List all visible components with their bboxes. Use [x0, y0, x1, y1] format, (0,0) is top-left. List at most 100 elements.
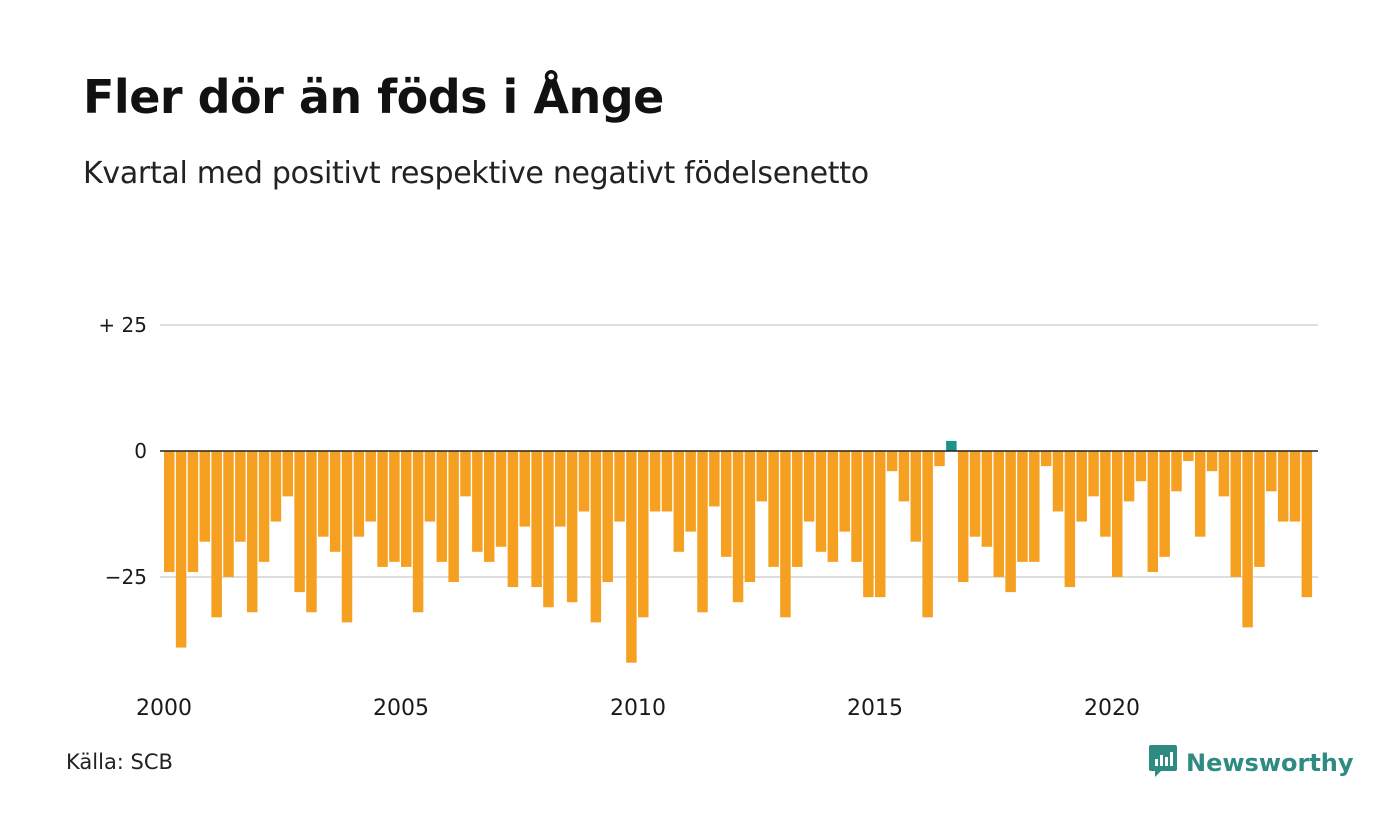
bar — [614, 451, 625, 522]
bar — [341, 451, 353, 623]
bar — [1017, 451, 1028, 562]
bar — [555, 451, 566, 527]
bar — [1029, 451, 1040, 562]
bar — [1266, 451, 1277, 492]
bar — [1076, 451, 1087, 522]
bar — [910, 451, 922, 542]
bar — [448, 451, 459, 583]
bar — [969, 451, 981, 537]
bar — [709, 451, 720, 507]
bar — [1230, 451, 1241, 577]
bar — [1135, 451, 1147, 482]
chart-title: Fler dör än föds i Ånge — [83, 70, 664, 124]
bar — [1194, 451, 1206, 537]
bar — [306, 451, 317, 613]
bar — [270, 451, 282, 522]
newsworthy-logo-icon — [1148, 744, 1178, 782]
bar — [483, 451, 495, 562]
bar — [922, 451, 933, 618]
bar — [685, 451, 696, 532]
bar — [1040, 451, 1052, 467]
bar — [1052, 451, 1064, 512]
x-tick-label: 2010 — [610, 696, 666, 721]
bar — [365, 451, 376, 522]
bar — [732, 451, 744, 603]
bar — [803, 451, 815, 522]
bar — [638, 451, 649, 618]
bar — [1277, 451, 1289, 522]
bar — [1112, 451, 1123, 577]
bar — [164, 451, 175, 572]
bar — [519, 451, 530, 527]
bar — [377, 451, 388, 567]
bar — [199, 451, 211, 542]
bar — [898, 451, 910, 502]
bar — [566, 451, 578, 603]
bar — [839, 451, 850, 532]
bar — [744, 451, 756, 583]
bar — [1206, 451, 1218, 472]
bar — [1171, 451, 1182, 492]
brand-name: Newsworthy — [1186, 749, 1354, 777]
x-tick-label: 2000 — [136, 696, 192, 721]
bar — [436, 451, 448, 562]
y-tick-label: + 25 — [98, 313, 147, 337]
bar — [1005, 451, 1016, 593]
bar — [1123, 451, 1135, 502]
bar — [235, 451, 246, 542]
bar — [697, 451, 708, 613]
bar — [780, 451, 791, 618]
chart-subtitle: Kvartal med positivt respektive negativt… — [83, 156, 869, 191]
bar — [495, 451, 507, 547]
bar — [661, 451, 673, 512]
bar — [389, 451, 400, 562]
bar — [223, 451, 234, 577]
bar — [578, 451, 590, 512]
bar — [1289, 451, 1301, 522]
bar — [1254, 451, 1265, 567]
bar — [993, 451, 1004, 577]
bar — [460, 451, 471, 497]
bar — [246, 451, 258, 613]
bar — [756, 451, 767, 502]
bar — [649, 451, 661, 512]
bar — [720, 451, 732, 557]
bar — [1183, 451, 1194, 462]
bar — [946, 440, 957, 451]
bar — [282, 451, 293, 497]
bar — [768, 451, 779, 567]
bar — [507, 451, 519, 588]
bar — [175, 451, 187, 648]
bar — [294, 451, 305, 593]
x-tick-label: 2005 — [373, 696, 429, 721]
bar — [1088, 451, 1099, 497]
bar — [934, 451, 945, 467]
source-note: Källa: SCB — [66, 750, 173, 774]
bar — [531, 451, 542, 588]
bar — [329, 451, 341, 552]
bar — [1159, 451, 1170, 557]
bar — [981, 451, 993, 547]
bar — [1242, 451, 1253, 628]
bar — [602, 451, 613, 583]
bar — [863, 451, 874, 598]
bar — [851, 451, 862, 562]
bar — [401, 451, 412, 567]
bar — [318, 451, 329, 537]
bar — [543, 451, 554, 608]
bar — [886, 451, 898, 472]
bar — [353, 451, 365, 537]
bar — [424, 451, 436, 522]
bar — [258, 451, 270, 562]
x-tick-label: 2015 — [847, 696, 903, 721]
bar — [211, 451, 222, 618]
bar — [412, 451, 424, 613]
brand-logo[interactable]: Newsworthy — [1148, 744, 1354, 782]
bar — [1100, 451, 1111, 537]
y-tick-label: 0 — [134, 439, 147, 463]
y-tick-label: −25 — [105, 565, 147, 589]
bar — [792, 451, 803, 567]
bar — [673, 451, 685, 552]
bar — [875, 451, 886, 598]
